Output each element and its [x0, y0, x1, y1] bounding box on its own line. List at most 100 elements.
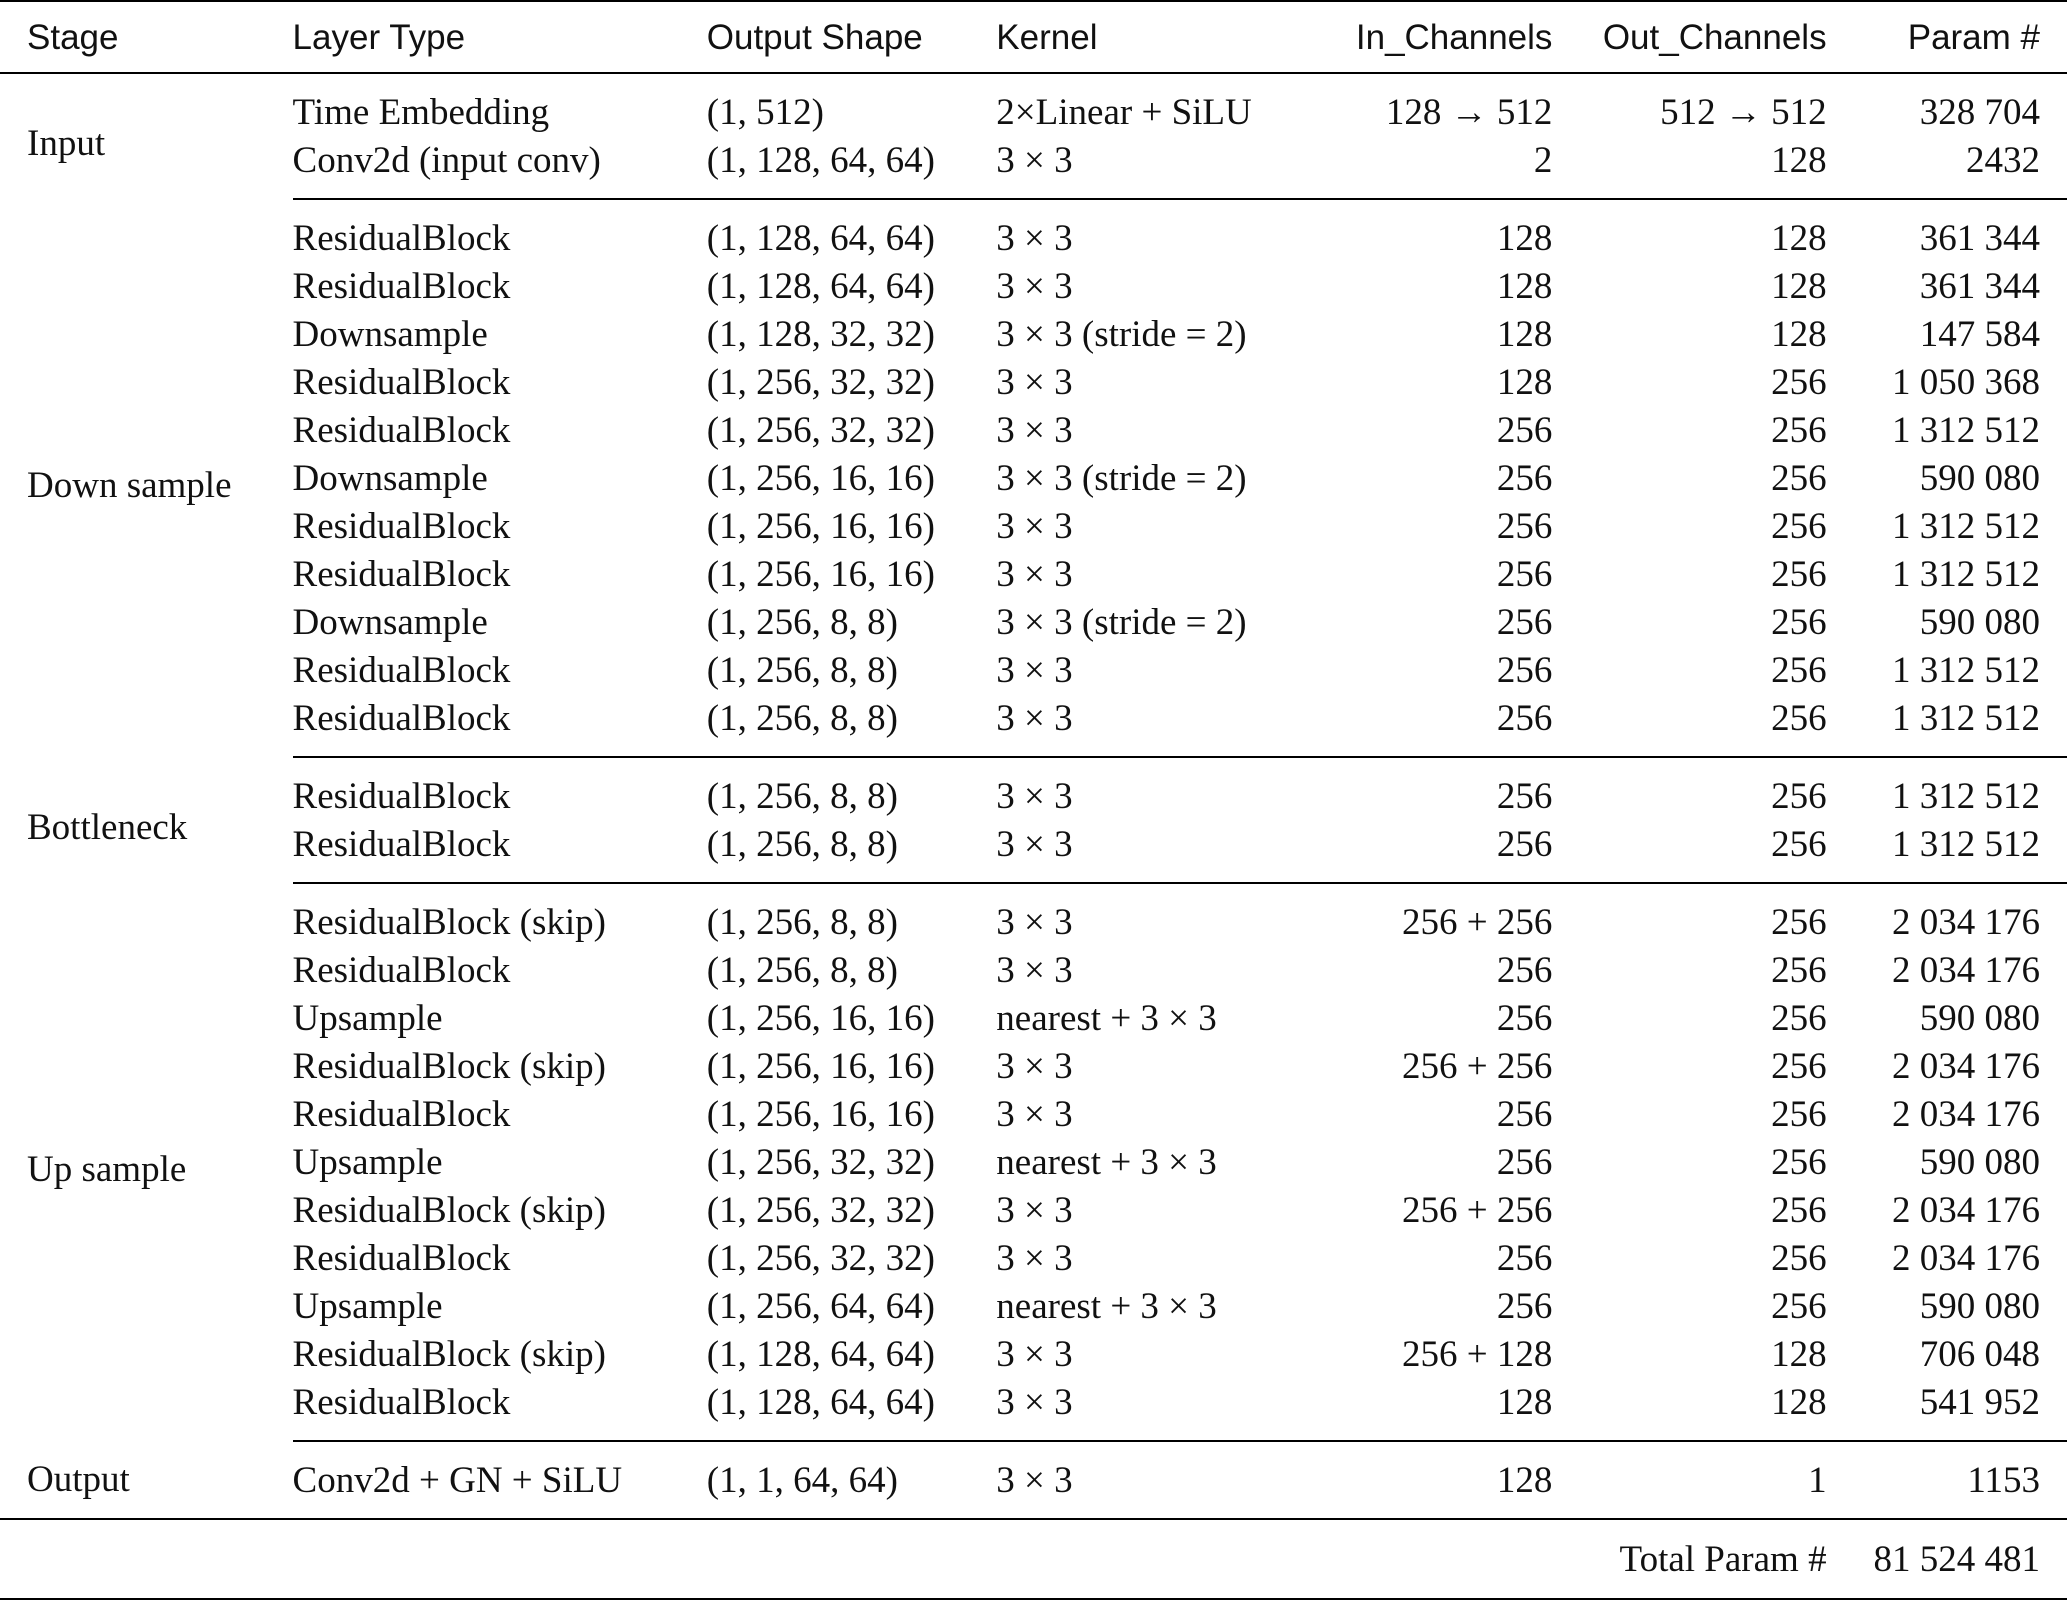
table-row: Downsample (1, 128, 32, 32) 3 × 3 (stride … [0, 310, 2067, 358]
table-row: ResidualBlock (1, 256, 16, 16) 3 × 3 256 256… [0, 1090, 2067, 1138]
kernel-cell: 3 × 3 [996, 217, 1073, 259]
out-channels-cell: 256 [1771, 1189, 1827, 1231]
table-row: ResidualBlock (skip) (1, 256, 16, 16) 3 × … [0, 1042, 2067, 1090]
out-channels-cell: 256 [1771, 949, 1827, 991]
kernel-cell: 3 × 3 [996, 901, 1073, 943]
param-count-cell: 1153 [1826, 1441, 2067, 1520]
table-row: ResidualBlock (1, 128, 64, 64) 3 × 3 128 128… [0, 1378, 2067, 1442]
out-channels-cell: 256 [1771, 901, 1827, 943]
in-channels-cell: 256 [1265, 694, 1553, 758]
output-shape-cell: (1, 256, 16, 16) [706, 505, 935, 547]
output-shape-cell: (1, 1, 64, 64) [706, 1441, 997, 1520]
in-channels-cell: 256 + 256 [1402, 901, 1553, 943]
output-shape-cell: (1, 256, 16, 16) [706, 553, 935, 595]
output-shape-cell: (1, 128, 64, 64) [706, 265, 935, 307]
out-channels-cell: 256 [1771, 1093, 1827, 1135]
header-out-channels: Out_Channels [1552, 0, 1827, 74]
param-count-cell: 1 312 512 [1892, 553, 2040, 595]
in-channels-cell: 256 + 128 [1402, 1333, 1553, 1375]
output-shape-cell: (1, 256, 8, 8) [706, 601, 898, 643]
param-count-cell: 706 048 [1919, 1333, 2040, 1375]
out-channels-cell: 128 [1771, 1333, 1827, 1375]
output-shape-cell: (1, 256, 8, 8) [706, 820, 997, 884]
stage-cell: Down sample [27, 464, 232, 506]
table-row: Bottleneck ResidualBlock (1, 256, 8, 8) 3 ×… [0, 757, 2067, 846]
in-channels-cell: 128 [1496, 265, 1553, 307]
out-channels-cell: 256 [1771, 505, 1827, 547]
layer-type-cell: ResidualBlock [292, 775, 511, 817]
out-channels-cell: 256 [1771, 1045, 1827, 1087]
layer-type-cell: Conv2d + GN + SiLU [292, 1441, 707, 1520]
table-row: ResidualBlock (1, 256, 8, 8) 3 × 3 256 256 1 … [0, 694, 2067, 758]
output-shape-cell: (1, 256, 16, 16) [706, 1045, 935, 1087]
table-row: ResidualBlock (1, 256, 8, 8) 3 × 3 256 256 2 … [0, 946, 2067, 994]
in-channels-cell: 128 [1265, 1378, 1553, 1442]
layer-type-cell: Upsample [292, 997, 443, 1039]
kernel-cell: 3 × 3 [996, 694, 1266, 758]
header-row: Stage Layer Type Output Shape Kernel In_… [0, 0, 2067, 74]
out-channels-cell: 256 [1771, 361, 1827, 403]
layer-type-cell: ResidualBlock [292, 1378, 707, 1442]
in-channels-cell: 256 [1496, 409, 1553, 451]
layer-type-cell: ResidualBlock [292, 649, 511, 691]
kernel-cell: 3 × 3 (stride = 2) [996, 601, 1247, 643]
param-count-cell: 2 034 176 [1892, 1189, 2040, 1231]
stage-cell: Bottleneck [27, 806, 188, 848]
layer-type-cell: ResidualBlock [292, 820, 707, 884]
param-count-cell: 1 312 512 [1826, 820, 2067, 884]
stage-cell: Output [0, 1441, 293, 1520]
out-channels-cell: 256 [1552, 820, 1827, 884]
layer-type-cell: Upsample [292, 1141, 443, 1183]
param-count-cell: 590 080 [1919, 997, 2040, 1039]
table-row: ResidualBlock (1, 256, 32, 32) 3 × 3 128 256… [0, 358, 2067, 406]
stage-cell: Input [27, 123, 106, 164]
kernel-cell: 3 × 3 [996, 1441, 1266, 1520]
out-channels-cell: 256 [1771, 997, 1827, 1039]
table-row: Downsample (1, 256, 16, 16) 3 × 3 (stride … [0, 454, 2067, 502]
param-count-cell: 1 312 512 [1892, 649, 2040, 691]
kernel-cell: 3 × 3 [996, 1045, 1073, 1087]
table-row: ResidualBlock (1, 256, 32, 32) 3 × 3 256 256… [0, 406, 2067, 454]
kernel-cell: nearest + 3 × 3 [996, 997, 1217, 1039]
out-channels-cell: 256 [1771, 1141, 1827, 1183]
param-count-cell: 361 344 [1919, 217, 2040, 259]
in-channels-cell: 128 [1496, 217, 1553, 259]
out-channels-cell: 256 [1771, 1237, 1827, 1279]
output-shape-cell: (1, 128, 32, 32) [706, 313, 935, 355]
table-row: Input Time Embedding (1, 512) 2×Linear + Si… [0, 73, 2067, 163]
output-shape-cell: (1, 256, 16, 16) [706, 997, 935, 1039]
output-shape-cell: (1, 256, 32, 32) [706, 409, 935, 451]
param-count-cell: 2 034 176 [1892, 1237, 2040, 1279]
table-row: Down sample ResidualBlock (1, 128, 64, 64)… [0, 199, 2067, 504]
out-channels-cell: 128 [1771, 217, 1827, 259]
param-count-cell: 590 080 [1919, 457, 2040, 499]
param-count-cell: 2432 [1826, 136, 2067, 200]
out-channels-cell: 256 [1771, 775, 1827, 817]
in-channels-cell: 256 + 256 [1402, 1189, 1553, 1231]
table-row: ResidualBlock (1, 256, 8, 8) 3 × 3 256 256 1 … [0, 820, 2067, 884]
in-channels-cell: 256 [1496, 601, 1553, 643]
kernel-cell: 3 × 3 (stride = 2) [996, 313, 1247, 355]
param-count-cell: 1 312 512 [1892, 505, 2040, 547]
layer-type-cell: Upsample [292, 1285, 443, 1327]
in-channels-cell: 256 [1496, 1285, 1553, 1327]
kernel-cell: 3 × 3 [996, 265, 1073, 307]
in-channels-cell: 256 [1496, 997, 1553, 1039]
layer-type-cell: ResidualBlock (skip) [292, 1189, 606, 1231]
param-count-cell: 1 312 512 [1892, 775, 2040, 817]
in-channels-cell: 256 [1496, 949, 1553, 991]
table-row: Upsample (1, 256, 32, 32) nearest + 3 × 3 2… [0, 1138, 2067, 1186]
param-count-cell: 590 080 [1919, 601, 2040, 643]
out-channels-cell: 256 [1771, 1285, 1827, 1327]
layer-type-cell: Time Embedding [292, 91, 550, 133]
kernel-cell: 3 × 3 [996, 361, 1073, 403]
output-shape-cell: (1, 256, 32, 32) [706, 361, 935, 403]
table-row: ResidualBlock (1, 256, 32, 32) 3 × 3 256 256… [0, 1234, 2067, 1282]
out-channels-cell: 128 [1771, 265, 1827, 307]
layer-type-cell: ResidualBlock [292, 361, 511, 403]
out-channels-cell: 256 [1771, 553, 1827, 595]
layer-type-cell: Conv2d (input conv) [292, 136, 707, 200]
in-channels-cell: 256 [1496, 649, 1553, 691]
output-shape-cell: (1, 256, 8, 8) [706, 775, 898, 817]
